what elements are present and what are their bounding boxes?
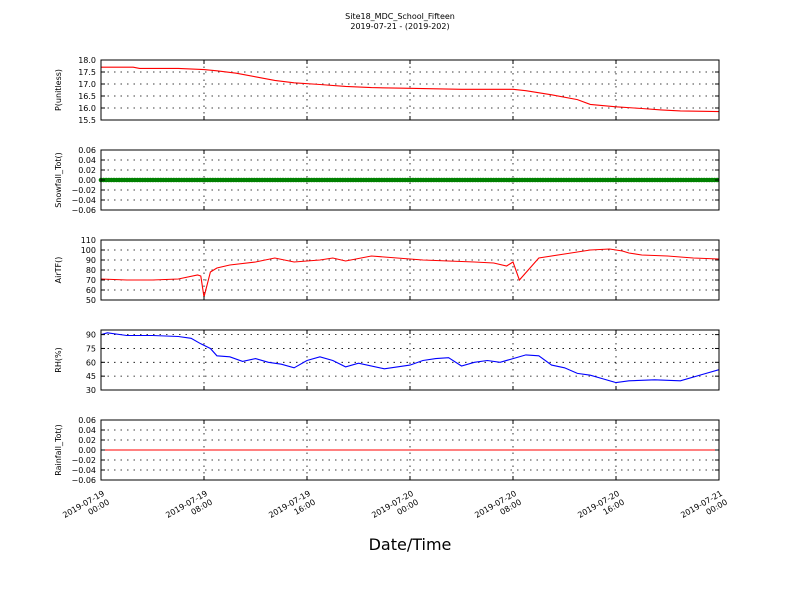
y-axis-label: Snowfall_Tot() <box>54 152 63 208</box>
y-tick-label: −0.04 <box>71 466 96 475</box>
y-tick-label: 0.06 <box>78 146 96 155</box>
y-tick-label: 0.00 <box>78 446 96 455</box>
y-tick-label: −0.06 <box>71 476 96 485</box>
subplot-4: −0.06−0.04−0.020.000.020.040.06 Rainfall_… <box>54 416 720 485</box>
y-tick-label: 90 <box>86 256 96 265</box>
y-tick-label: 0.04 <box>78 426 96 435</box>
subplot-panels: 15.5 16.0 16.5 17.0 17.5 18.0 P(unitless) −0.06… <box>54 56 720 485</box>
y-tick-label: −0.04 <box>71 196 96 205</box>
series-line <box>101 66 720 113</box>
y-axis-label: P(unitless) <box>54 69 63 111</box>
y-tick-label: 16.5 <box>78 92 96 101</box>
y-tick-label: 0.06 <box>78 416 96 425</box>
subplot-0: 15.5 16.0 16.5 17.0 17.5 18.0 P(unitless) <box>54 56 720 125</box>
y-tick-label: 70 <box>86 276 96 285</box>
y-tick-label: 45 <box>86 372 96 381</box>
y-tick-label: 100 <box>81 246 96 255</box>
y-axis-label: Rainfall_Tot() <box>54 424 63 476</box>
series-line <box>100 332 720 384</box>
y-tick-label: 30 <box>86 386 96 395</box>
y-tick-label: 60 <box>86 286 96 295</box>
y-tick-label: 17.0 <box>78 80 96 89</box>
axes-frame <box>100 239 720 301</box>
y-tick-label: 75 <box>86 344 96 353</box>
y-tick-label: 90 <box>86 331 96 340</box>
y-tick-label: 50 <box>86 296 96 305</box>
y-axis-label: AirTF() <box>54 257 63 284</box>
y-tick-label: 18.0 <box>78 56 96 65</box>
x-axis-label: Date/Time <box>369 535 452 554</box>
y-tick-label: −0.06 <box>71 206 96 215</box>
y-tick-label: 17.5 <box>78 68 96 77</box>
chart-title: Site18_MDC_School_Fifteen <box>345 12 455 21</box>
subplot-3: 30 45 60 75 90 RH(%) <box>54 329 720 395</box>
series-line <box>100 248 720 298</box>
y-tick-label: 0.04 <box>78 156 96 165</box>
y-tick-label: 110 <box>81 236 96 245</box>
y-tick-label: −0.02 <box>71 186 96 195</box>
y-tick-label: 80 <box>86 266 96 275</box>
y-tick-label: 16.0 <box>78 104 96 113</box>
y-tick-label: 0.00 <box>78 176 96 185</box>
subplot-1: −0.06−0.04−0.020.000.020.040.06 Snowfall_… <box>54 146 720 215</box>
chart-subtitle: 2019-07-21 - (2019-202) <box>350 22 449 31</box>
y-tick-label: 0.02 <box>78 436 96 445</box>
y-tick-label: 60 <box>86 358 96 367</box>
snowfall-markers <box>98 177 720 183</box>
y-tick-label: −0.02 <box>71 456 96 465</box>
y-tick-label: 0.02 <box>78 166 96 175</box>
y-axis-label: RH(%) <box>54 347 63 372</box>
y-tick-label: 15.5 <box>78 116 96 125</box>
